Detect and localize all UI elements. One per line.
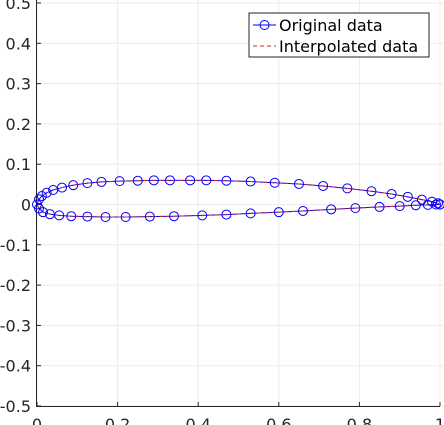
y-tick-label: -0.5 [0,397,31,416]
original-data-point [132,175,143,186]
y-tick-label: -0.1 [0,236,31,255]
original-data-point [54,210,65,221]
x-tick-label: 0.2 [105,415,130,425]
original-data-point [144,211,155,222]
original-data-point [148,175,159,186]
original-data-point [66,211,77,222]
original-data-point [416,194,427,205]
x-tick-label: 0.6 [266,415,291,425]
original-data-point [201,175,212,186]
original-data-point [38,207,49,218]
grid [36,0,444,407]
original-data-point [430,199,441,210]
original-data-point [36,191,47,202]
original-data-point [297,205,308,216]
x-tick-label: 0 [32,415,42,425]
original-data-point [100,211,111,222]
x-tick-label: 0.8 [347,415,372,425]
original-data-point [394,201,405,212]
legend-original-marker [259,20,270,30]
original-data-point [82,211,93,222]
original-data-point [318,180,329,191]
original-data-point [82,178,93,189]
original-data-point [221,175,232,186]
series [32,175,444,222]
original-data-point [96,176,107,187]
y-tick-label: -0.3 [0,316,31,335]
y-tick-label: 0 [21,196,31,215]
original-data-point [342,183,353,194]
x-tick-label: 0.4 [185,415,210,425]
original-data-point [245,208,256,219]
y-tick-label: -0.2 [0,276,31,295]
original-data-point [68,180,79,191]
original-data-point [386,189,397,200]
y-tick-label: 0.3 [6,75,31,94]
original-data-point [197,210,208,221]
y-tick-label: -0.4 [0,357,31,376]
original-data-point [374,201,385,212]
original-data-point [114,176,125,187]
x-tick-label: 1 [435,415,444,425]
original-data-point [245,176,256,187]
original-data-point [422,199,433,210]
original-data-point [293,178,304,189]
original-data-point [48,184,59,195]
legend-original-label: Original data [279,16,383,35]
legend-interpolated-label: Interpolated data [279,37,418,56]
y-tick-label: 0.4 [6,34,31,53]
original-data-point [269,177,280,188]
original-data-point [164,175,175,186]
original-data-point [435,199,444,210]
y-tick-label: 0.2 [6,115,31,134]
y-tick-label: 0.5 [6,0,31,13]
legend-box [248,12,430,58]
original-data-point [366,186,377,197]
y-tick-label: 0.1 [6,155,31,174]
original-data-point [273,207,284,218]
original-data-point [432,198,443,209]
original-data-point [185,175,196,186]
axes [36,0,440,407]
original-data-point [350,203,361,214]
original-data-point [326,204,337,215]
legend: Original data Interpolated data [248,12,430,58]
original-data-point [169,211,180,222]
original-data-point [120,211,131,222]
original-data-point [221,209,232,220]
original-data-point [402,191,413,202]
original-data-point [410,200,421,211]
